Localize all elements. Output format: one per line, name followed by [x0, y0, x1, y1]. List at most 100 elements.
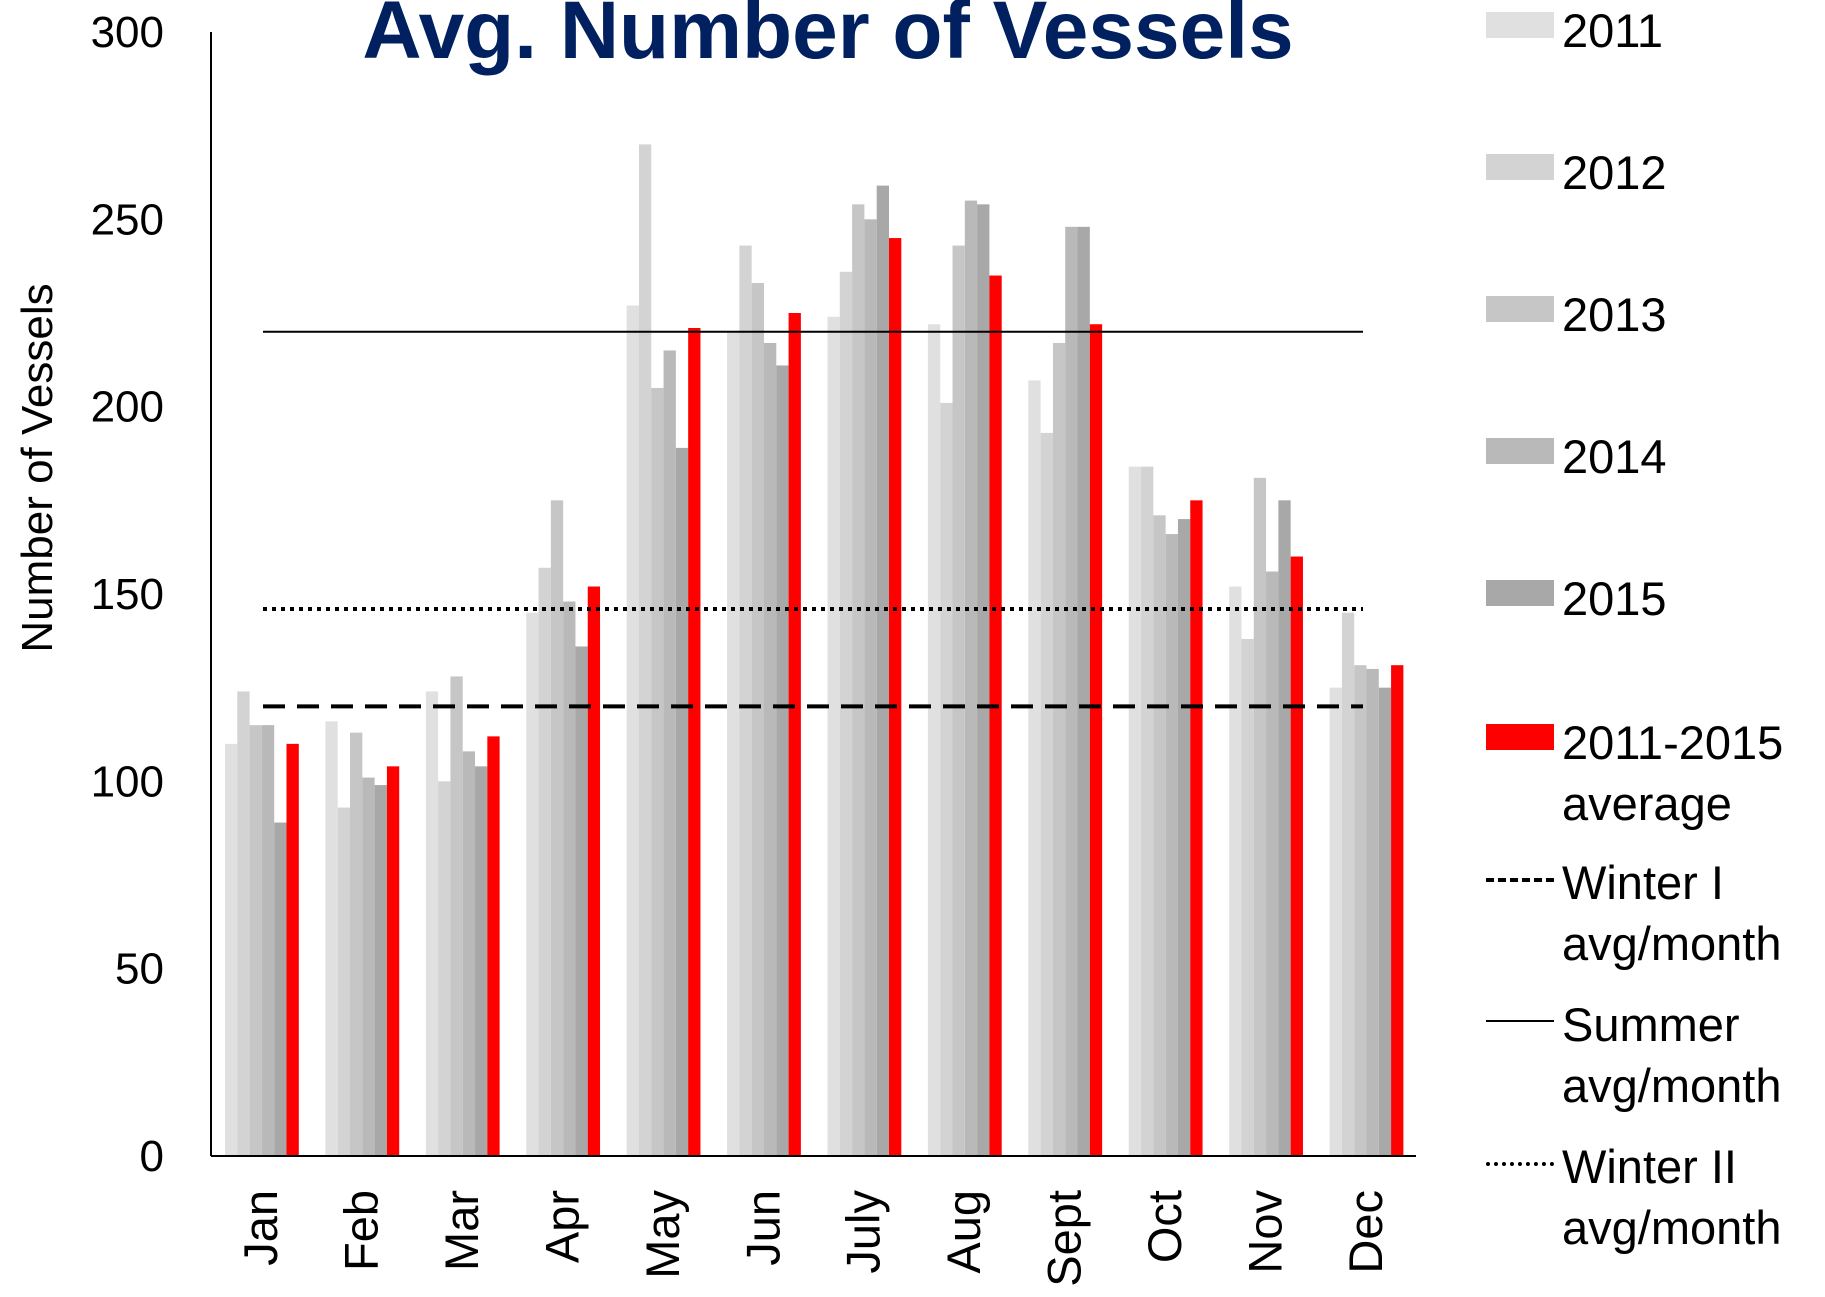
- legend-swatch: [1486, 154, 1554, 180]
- y-tick-label: 300: [91, 8, 164, 57]
- legend-swatch: [1486, 878, 1554, 882]
- bar: [462, 751, 476, 1156]
- x-tick-label: Dec: [1339, 1190, 1392, 1274]
- legend-swatch: [1486, 296, 1554, 322]
- bar: [776, 365, 789, 1156]
- legend-swatch: [1486, 580, 1554, 606]
- y-tick-label: 250: [91, 195, 164, 244]
- bar: [261, 725, 275, 1156]
- legend-swatch: [1486, 12, 1554, 38]
- bar: [651, 387, 664, 1156]
- bar: [1354, 665, 1367, 1156]
- bar: [386, 766, 400, 1156]
- bar: [1177, 519, 1191, 1156]
- legend-label: 2015: [1562, 572, 1667, 625]
- x-tick-label: Oct: [1138, 1190, 1191, 1263]
- bar: [575, 646, 588, 1156]
- bar: [889, 238, 902, 1157]
- bar: [1040, 432, 1053, 1157]
- y-tick-label: 150: [91, 570, 164, 619]
- x-tick-label: July: [837, 1190, 890, 1274]
- bar: [286, 743, 299, 1156]
- legend-label: 2014: [1562, 430, 1667, 483]
- bar: [977, 204, 990, 1156]
- x-tick-label: Sept: [1038, 1190, 1091, 1287]
- legend-entry: 2013: [1486, 284, 1824, 345]
- bar: [425, 691, 439, 1156]
- bar: [1329, 687, 1342, 1156]
- legend-label: Winter II avg/month: [1562, 1140, 1782, 1254]
- x-tick-label: Mar: [435, 1190, 488, 1271]
- bar: [362, 777, 375, 1156]
- bar: [751, 283, 764, 1156]
- bar: [249, 725, 262, 1156]
- bar: [927, 324, 941, 1156]
- bar: [1028, 380, 1041, 1156]
- legend-swatch: [1486, 438, 1554, 464]
- x-tick-label: May: [636, 1190, 689, 1279]
- legend: 2011 2012 2013 2014 2015 2011-2015 average Win…: [1486, 0, 1825, 1297]
- legend-entry: 2015: [1486, 568, 1824, 629]
- bar: [1290, 556, 1303, 1156]
- bar: [475, 766, 488, 1156]
- chart-title: Avg. Number of Vessels: [362, 0, 1293, 76]
- bar: [864, 219, 877, 1157]
- bar: [438, 781, 451, 1156]
- bar: [337, 807, 351, 1156]
- bar: [1153, 515, 1166, 1156]
- bar: [1253, 477, 1267, 1156]
- bar: [325, 721, 338, 1156]
- legend-swatch: [1486, 724, 1554, 750]
- legend-entry: Winter II avg/month: [1486, 1136, 1824, 1258]
- legend-swatch: [1486, 1162, 1554, 1166]
- bar: [827, 316, 840, 1156]
- bar: [852, 204, 865, 1156]
- x-tick-label: Jun: [736, 1190, 789, 1266]
- legend-entry: 2014: [1486, 426, 1824, 487]
- bar: [237, 691, 250, 1156]
- legend-label: 2011-2015 average: [1562, 716, 1784, 830]
- bar: [989, 275, 1002, 1156]
- bar: [763, 342, 777, 1156]
- bar: [1141, 466, 1154, 1156]
- legend-entry: 2012: [1486, 142, 1824, 203]
- bar: [274, 822, 287, 1156]
- bar: [1165, 534, 1178, 1156]
- y-axis-label: Number of Vessels: [13, 283, 62, 652]
- y-tick-label: 200: [91, 383, 164, 432]
- y-tick-label: 100: [91, 757, 164, 806]
- bar: [587, 586, 601, 1156]
- bar: [727, 331, 740, 1156]
- legend-entry: 2011: [1486, 0, 1824, 61]
- bar: [1366, 668, 1379, 1156]
- legend-label: Summer avg/month: [1562, 998, 1782, 1112]
- bar: [839, 271, 853, 1157]
- bar: [1077, 226, 1090, 1156]
- bar: [526, 612, 539, 1156]
- bar: [1052, 342, 1066, 1156]
- bar: [1089, 324, 1103, 1156]
- bar: [1341, 612, 1355, 1156]
- y-tick-label: 0: [140, 1132, 164, 1181]
- bar: [1278, 500, 1291, 1156]
- bar: [1190, 500, 1203, 1156]
- legend-entry: Winter I avg/month: [1486, 852, 1824, 974]
- bar: [450, 676, 463, 1156]
- bar: [538, 567, 551, 1156]
- x-tick-label: Feb: [335, 1190, 388, 1271]
- x-tick-label: Apr: [535, 1190, 588, 1263]
- bar: [688, 327, 701, 1156]
- bar: [1378, 687, 1392, 1156]
- bar: [1229, 586, 1242, 1156]
- bar: [487, 736, 500, 1156]
- bar: [1128, 466, 1142, 1156]
- bar: [788, 313, 801, 1156]
- x-tick-label: Jan: [234, 1190, 287, 1266]
- bar: [1266, 571, 1279, 1156]
- bar: [350, 732, 363, 1156]
- legend-swatch: [1486, 1020, 1554, 1022]
- bar: [638, 144, 652, 1156]
- bar: [374, 785, 387, 1156]
